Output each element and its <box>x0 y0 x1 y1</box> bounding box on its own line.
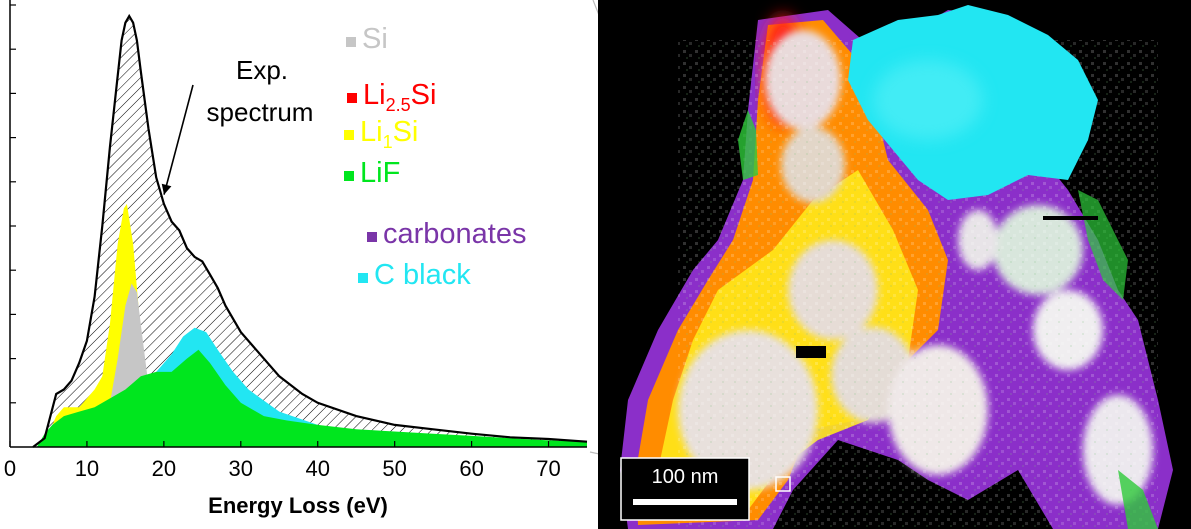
legend-swatch <box>358 273 368 283</box>
x-tick-label: 60 <box>459 456 483 481</box>
legend-label: Li2.5Si <box>363 79 436 115</box>
x-tick-label: 10 <box>75 456 99 481</box>
eftem-composition-map: 100 nm <box>598 0 1191 529</box>
map-lif-fringe <box>1118 470 1158 529</box>
x-tick-label: 50 <box>382 456 406 481</box>
x-axis-label: Energy Loss (eV) <box>208 493 388 518</box>
x-tick-label: 30 <box>229 456 253 481</box>
legend-label: LiF <box>360 157 400 189</box>
scale-bar-background <box>620 457 750 521</box>
zoom-callout-line-bottom <box>589 451 598 455</box>
annotation-arrow <box>163 84 194 195</box>
series-exp-spectrum-line <box>32 13 588 448</box>
legend-label: carbonates <box>383 218 527 250</box>
annotation-line-2: spectrum <box>207 97 314 127</box>
legend-label: C black <box>374 259 471 291</box>
scale-bar-line <box>633 499 737 505</box>
axes: 0 10 20 30 40 50 60 70 Energy Loss (eV) <box>4 0 587 518</box>
map-c-black-highlight <box>873 60 983 140</box>
map-marker <box>796 346 826 358</box>
map-svg: 100 nm <box>620 5 1173 529</box>
legend-swatch <box>344 171 354 181</box>
scale-bar-label: 100 nm <box>652 466 719 488</box>
scale-bar: 100 nm <box>620 457 750 521</box>
legend-swatch <box>344 130 354 140</box>
x-tick-label: 70 <box>536 456 560 481</box>
series-exp-spectrum-hatch <box>33 16 588 447</box>
map-lif-fringe <box>738 110 758 180</box>
legend-swatch <box>346 37 356 47</box>
x-tick-label: 0 <box>4 456 16 481</box>
zoom-box <box>775 476 791 492</box>
annotation-arrowhead <box>161 183 172 195</box>
exp-spectrum-annotation: Exp. spectrum <box>161 55 314 195</box>
x-ticks: 0 10 20 30 40 50 60 70 <box>4 441 561 481</box>
legend-label: Si <box>362 23 388 55</box>
annotation-line-1: Exp. <box>236 55 288 85</box>
eels-chart: 0 10 20 30 40 50 60 70 Energy Loss (eV) Exp. sp… <box>4 0 598 518</box>
x-tick-label: 40 <box>305 456 329 481</box>
plot-area <box>32 13 588 448</box>
series-lif <box>36 349 587 447</box>
y-ticks <box>10 4 16 404</box>
x-tick-label: 20 <box>152 456 176 481</box>
legend-swatch <box>367 232 377 242</box>
legend-swatch <box>347 93 357 103</box>
legend-label: Li1Si <box>360 116 418 152</box>
